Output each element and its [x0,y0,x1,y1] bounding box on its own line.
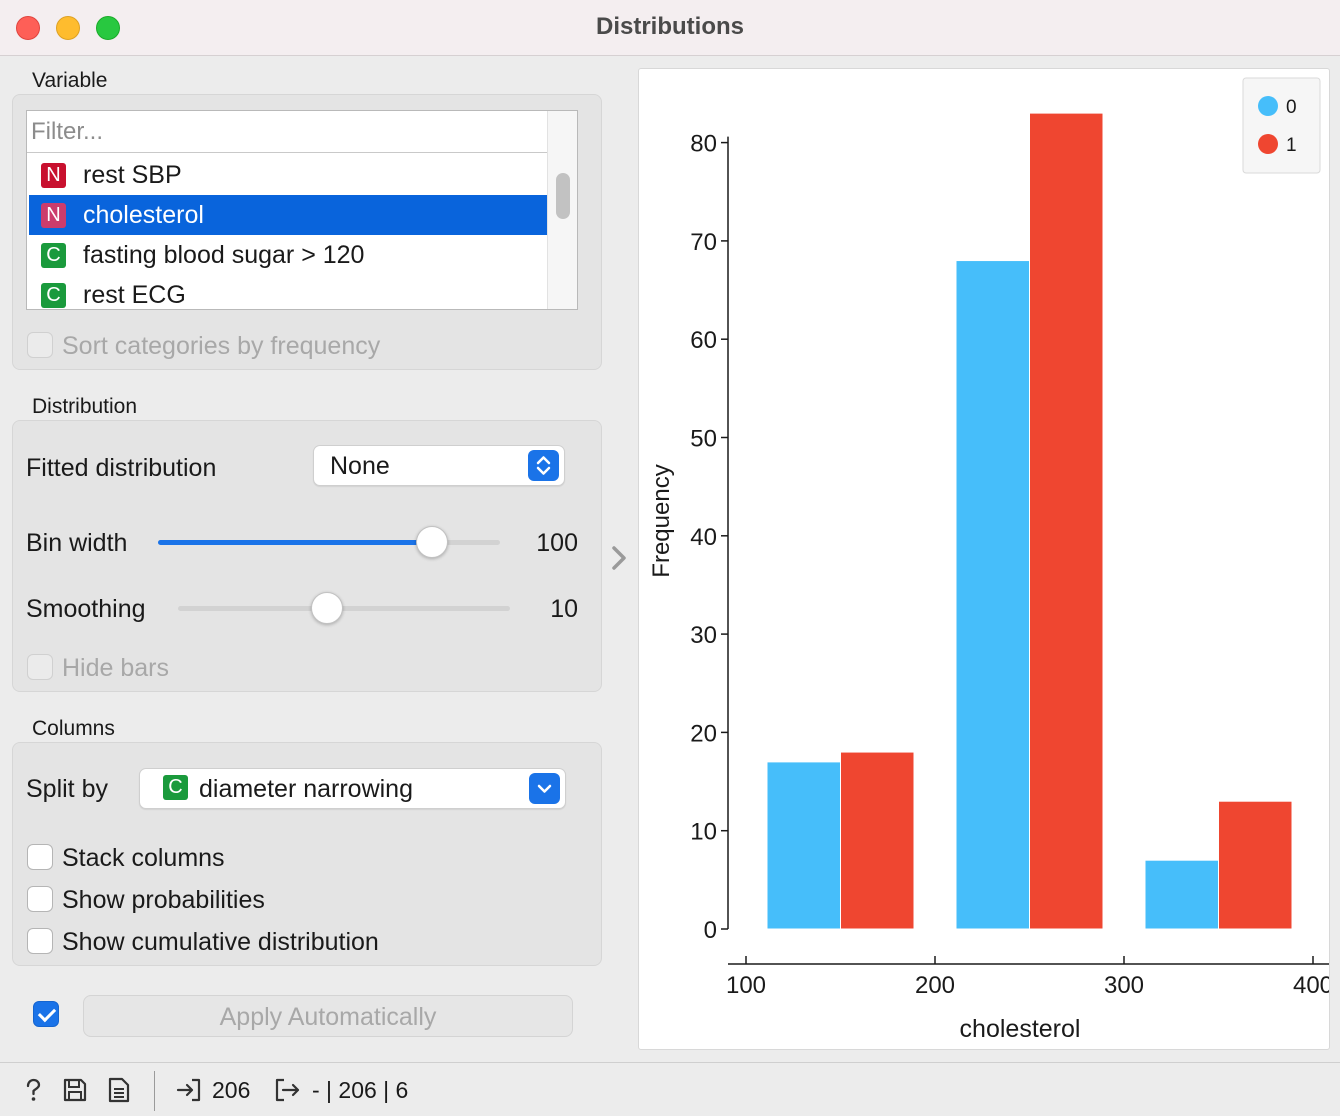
bin-width-value: 100 [536,529,578,557]
minimize-window-button[interactable] [56,16,80,40]
y-tick-label: 70 [690,229,717,256]
smoothing-label: Smoothing [26,595,146,623]
variable-list-item[interactable]: C rest ECG [29,275,547,309]
variable-type-badge: C [41,243,66,268]
legend-swatch [1258,96,1278,116]
histogram-bar [1218,800,1293,930]
show-cumulative-checkbox[interactable] [27,928,53,954]
stack-columns-label: Stack columns [62,844,225,872]
stack-columns-checkbox[interactable] [27,844,53,870]
variable-list-item[interactable]: C fasting blood sugar > 120 [29,235,547,275]
status-separator [154,1071,155,1111]
variable-name: rest SBP [83,161,182,189]
x-axis-label: cholesterol [960,1015,1081,1043]
x-tick-label: 400 [1293,972,1329,999]
chevron-right-icon[interactable] [608,540,632,576]
bin-width-label: Bin width [26,529,128,557]
variable-type-badge: N [41,203,66,228]
bin-width-slider-handle[interactable] [415,526,448,558]
hide-bars-checkbox[interactable] [27,654,53,680]
show-probabilities-label: Show probabilities [62,886,265,914]
y-tick-label: 30 [690,622,717,649]
smoothing-slider-handle[interactable] [311,592,344,624]
variable-filter-input[interactable] [27,111,547,153]
split-by-label: Split by [26,775,108,803]
question-mark-icon[interactable] [20,1077,46,1103]
sort-by-frequency-label: Sort categories by frequency [62,332,381,360]
distribution-section-label: Distribution [32,395,138,418]
y-tick-label: 80 [690,131,717,158]
scrollbar-thumb[interactable] [556,173,570,219]
legend-label: 0 [1286,97,1297,118]
histogram-bar [1029,112,1104,930]
variable-list[interactable]: N rest SBP N cholesterol C fasting blood… [26,110,578,310]
histogram-bar [766,761,841,930]
x-tick-label: 100 [726,972,766,999]
fitted-distribution-select[interactable]: None [313,445,565,486]
chart-legend: 01 [1242,77,1321,174]
x-tick-label: 200 [915,972,955,999]
document-icon[interactable] [106,1077,132,1103]
variable-name: rest ECG [83,281,186,309]
smoothing-slider[interactable] [178,606,510,611]
y-tick-label: 10 [690,819,717,846]
fitted-distribution-label: Fitted distribution [26,454,217,482]
y-axis-label: Frequency [648,464,675,577]
histogram-bar [1144,859,1219,930]
show-cumulative-label: Show cumulative distribution [62,928,379,956]
histogram-bar [840,751,915,930]
floppy-disk-icon[interactable] [62,1077,88,1103]
legend-label: 1 [1286,135,1297,156]
plot-area[interactable]: 0 10 20 30 40 50 60 70 80 100 200 300 400 Frequency … [638,68,1330,1050]
variable-section-label: Variable [32,69,108,92]
split-variable-type-badge: C [163,775,188,800]
output-summary: - | 206 | 6 [312,1077,409,1103]
split-by-select[interactable]: C diameter narrowing [139,768,566,809]
x-tick-label: 300 [1104,972,1144,999]
variable-type-badge: C [41,283,66,308]
status-bar: 206 - | 206 | 6 [0,1062,1340,1116]
show-probabilities-checkbox[interactable] [27,886,53,912]
variable-name: fasting blood sugar > 120 [83,241,365,269]
apply-automatically-checkbox[interactable] [33,1001,59,1027]
variable-list-item[interactable]: N rest SBP [29,155,547,195]
close-window-button[interactable] [16,16,40,40]
histogram-bar [955,260,1030,930]
variable-list-scrollbar[interactable] [547,111,577,309]
apply-automatically-button[interactable]: Apply Automatically [83,995,573,1037]
input-arrow-icon [176,1077,202,1103]
y-tick-label: 60 [690,327,717,354]
y-tick-label: 50 [690,426,717,453]
window-title: Distributions [596,13,744,40]
variable-type-badge: N [41,163,66,188]
zoom-window-button[interactable] [96,16,120,40]
smoothing-value: 10 [550,595,578,623]
input-count: 206 [212,1077,251,1103]
bin-width-slider[interactable] [158,540,500,545]
chevron-down-icon [529,773,560,804]
legend-swatch [1258,134,1278,154]
y-tick-label: 40 [690,524,717,551]
split-by-value: diameter narrowing [199,775,413,803]
output-arrow-icon [274,1077,300,1103]
fitted-distribution-value: None [330,452,390,480]
columns-section-label: Columns [32,717,115,740]
hide-bars-label: Hide bars [62,654,169,682]
y-tick-label: 0 [704,917,717,944]
sort-by-frequency-checkbox[interactable] [27,332,53,358]
variable-list-item[interactable]: N cholesterol [29,195,547,235]
variable-name: cholesterol [83,201,204,229]
y-tick-label: 20 [690,720,717,747]
title-bar: Distributions [0,0,1340,56]
bin-width-slider-fill [158,540,432,545]
up-down-chevron-icon [528,450,559,481]
